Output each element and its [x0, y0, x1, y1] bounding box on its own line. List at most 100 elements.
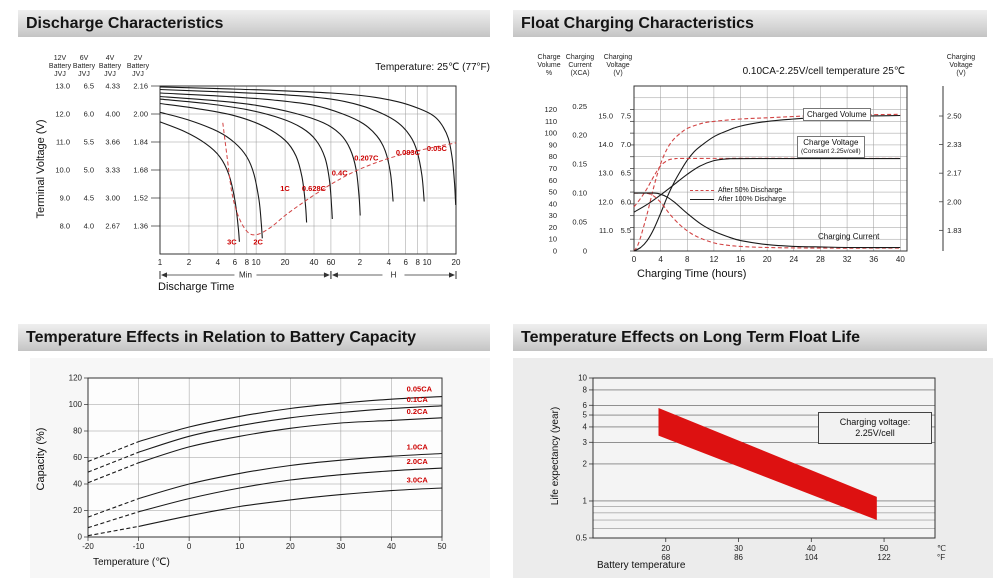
legend-label-50: After 50% Discharge: [718, 187, 783, 194]
tick-label: 11.0: [599, 226, 613, 235]
discharge-x-axis-title: Discharge Time: [158, 281, 235, 293]
tick-label: 6.5: [621, 169, 631, 178]
celsius-unit-label: ℃: [937, 544, 946, 553]
left-axis-header-voltage: Charging Voltage (V): [603, 54, 633, 77]
series-discharge-end-locus: [222, 122, 457, 236]
tick-label: 8: [583, 385, 588, 394]
tick-label: 0.25: [572, 102, 587, 111]
tick-label: 4: [583, 422, 588, 431]
series-charged-volume-100: [633, 114, 901, 252]
tick-label: 13.0: [55, 82, 70, 91]
series-1C: [159, 102, 308, 223]
tick-label: 0: [583, 247, 587, 256]
tick-label: 40: [73, 480, 82, 489]
float-charging-chart-canvas: 0 4 8 12 16 20 24 28 32 36 40120110100908070605040…: [544, 85, 962, 264]
tick-label: 4: [387, 258, 392, 267]
series-1.0CA: [138, 452, 443, 500]
tick-label: 0: [553, 247, 557, 256]
series-charged-volume-50: [633, 113, 901, 252]
tick-label: 5.5: [621, 226, 631, 235]
series-0.628C: [159, 98, 333, 220]
series-0.093C: [159, 88, 425, 202]
discharge-y-axis-title: Terminal Voltage (V): [35, 119, 47, 219]
charge-voltage-sublabel: (Constant 2.25v/cell): [801, 148, 861, 155]
series-3.0CA-dashed: [87, 525, 139, 537]
plot-border: [87, 377, 443, 538]
section-title-float-charging: Float Charging Characteristics: [513, 10, 987, 37]
tick-label: 30: [549, 211, 557, 220]
tick-label: 2.00: [947, 197, 962, 206]
series-charging-current-100: [633, 192, 901, 249]
series-charging-current-50: [633, 192, 901, 249]
tick-label: 100: [544, 129, 557, 138]
plot-border: [633, 85, 908, 252]
curve-label-0.207C: 0.207C: [354, 153, 379, 162]
tick-label: -20: [82, 542, 94, 551]
tick-label: 32: [843, 255, 852, 264]
series-0.05CA: [138, 396, 443, 443]
arrowhead: [323, 272, 330, 278]
tick-label: 4: [658, 255, 663, 264]
fahrenheit-unit-label: °F: [937, 553, 945, 562]
tick-label: 4: [216, 258, 221, 267]
tick-label: 110: [545, 117, 557, 126]
right-axis-header-cell-voltage: Charging Voltage (V): [946, 54, 976, 77]
tick-label: 20: [763, 255, 772, 264]
tick-label: 86: [734, 553, 743, 562]
tick-label: 2: [583, 459, 588, 468]
curve-label-3.0CA: 3.0CA: [407, 476, 429, 485]
tick-label: 100: [69, 400, 83, 409]
tick-label: 5: [583, 411, 588, 420]
tick-label: 1.68: [133, 166, 148, 175]
tick-label: 3: [583, 438, 588, 447]
tick-label: 9.0: [60, 194, 70, 203]
tick-label: 3.00: [105, 194, 120, 203]
tick-label: 2.50: [947, 112, 962, 121]
tick-label: 10: [578, 374, 587, 383]
tick-label: 0.05: [572, 218, 587, 227]
tick-label: 2.17: [947, 169, 962, 178]
series-0.207C: [159, 92, 394, 202]
tick-label: 2: [358, 258, 363, 267]
life-expectancy-y-axis-title: Life expectancy (year): [550, 406, 561, 506]
tick-label: 90: [549, 140, 557, 149]
tick-label: 20: [73, 506, 82, 515]
tick-label: 12.0: [598, 197, 613, 206]
charging-current-label: Charging Current: [818, 232, 880, 241]
series-0.1CA: [138, 405, 443, 453]
temperature-x-axis-title: Temperature (℃): [93, 557, 170, 568]
left-axis-header-volume: Charge Volume %: [537, 54, 561, 77]
tick-label: 8.0: [60, 222, 70, 231]
tick-label: 7.0: [621, 140, 631, 149]
plot-border: [592, 377, 936, 539]
dashed-red-line-sample: [690, 190, 714, 191]
temperature-annotation: Temperature: 25℃ (77°F): [375, 62, 490, 73]
tick-label: 4.5: [84, 194, 94, 203]
tick-label: 2: [187, 258, 192, 267]
tick-label: 1.84: [133, 138, 148, 147]
tick-label: 6: [404, 258, 409, 267]
curve-label-0.4C: 0.4C: [332, 168, 348, 177]
tick-label: 68: [661, 553, 670, 562]
tick-label: 120: [544, 105, 557, 114]
tick-label: 0.10: [572, 189, 587, 198]
tick-label: 8: [685, 255, 690, 264]
tick-label: 1.36: [133, 222, 148, 231]
y-axis-header-6v: 6V Battery JVJ: [72, 55, 96, 78]
legend-item-50-discharge: After 50% Discharge: [690, 186, 786, 195]
unit-segment-label: Min: [239, 271, 252, 280]
curve-label-3C: 3C: [227, 237, 237, 246]
tick-label: 20: [452, 258, 461, 267]
tick-label: 12: [709, 255, 718, 264]
tick-label: 15.0: [598, 112, 613, 121]
capacity-temperature-chart-canvas: 0 20 40 60 80 100 120 -20 -10 0 10 20 30 40 50 0.05CA 0.…: [30, 358, 490, 578]
series-0.2CA-dashed: [87, 462, 139, 484]
tick-label: 6.0: [621, 197, 631, 206]
battery-temperature-x-axis-title: Battery temperature: [597, 560, 686, 571]
tick-label: 20: [661, 544, 670, 553]
tick-label: 2.67: [105, 222, 120, 231]
tick-label: 10.0: [55, 166, 70, 175]
series-0.05CA-dashed: [87, 441, 139, 463]
tick-label: 0.15: [572, 160, 587, 169]
